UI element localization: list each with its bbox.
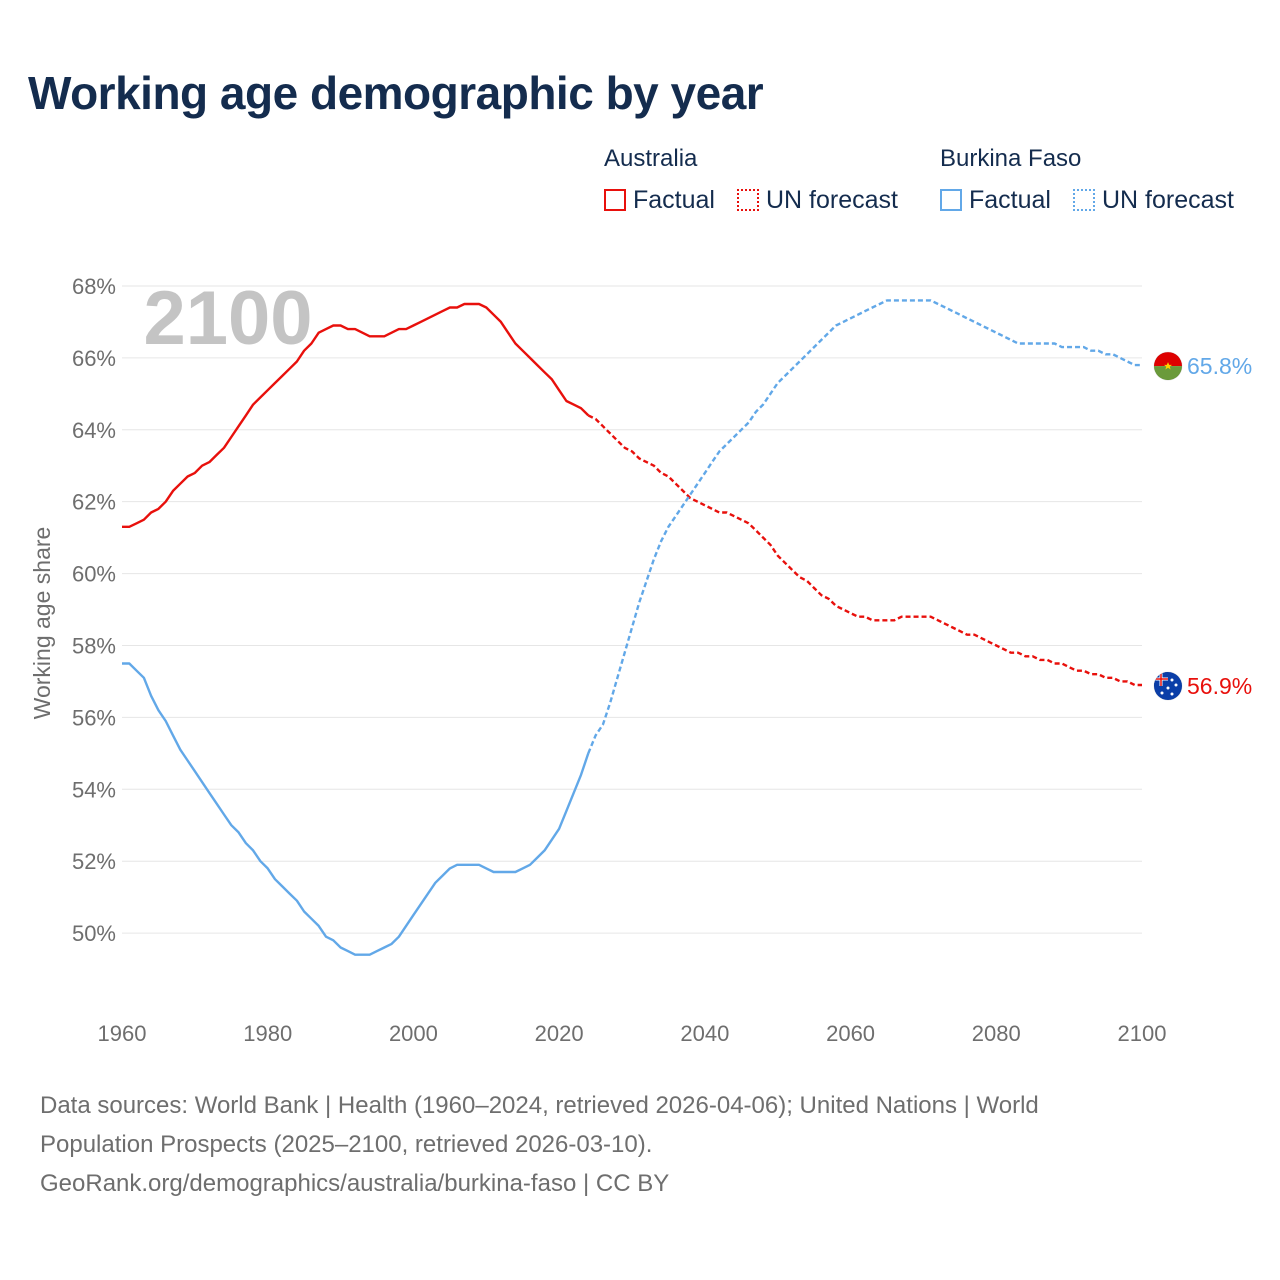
legend-group-burkina-faso: Burkina Faso (940, 145, 1082, 172)
series-end-markers: 56.9% 65.8% (1153, 351, 1252, 701)
legend-label: Factual (969, 185, 1051, 214)
burkina-faso-flag-icon (1153, 351, 1183, 381)
australia-end-value-label: 56.9% (1187, 673, 1252, 699)
footer-line[interactable]: GeoRank.org/demographics/australia/burki… (40, 1170, 670, 1197)
legend-burkina-faso-forecast[interactable]: UN forecast (1073, 186, 1234, 214)
x-tick-label: 2020 (535, 1021, 584, 1046)
burkina-faso-forecast-line (587, 299, 1142, 754)
y-tick-label: 52% (72, 849, 116, 874)
footer-line: Data sources: World Bank | Health (1960–… (40, 1092, 1039, 1119)
y-tick-label: 50% (72, 921, 116, 946)
x-axis-ticks: 1960 1980 2000 2020 2040 2060 2080 2100 (98, 1021, 1167, 1046)
y-tick-label: 60% (72, 562, 116, 587)
footer-line: Population Prospects (2025–2100, retriev… (40, 1131, 653, 1158)
legend-swatch-solid-blue (940, 189, 962, 211)
australia-flag-icon (1153, 671, 1183, 701)
footer-source: Data sources: World Bank | Health (1960–… (40, 1086, 1240, 1203)
year-watermark: 2100 (143, 276, 312, 361)
burkina-faso-factual-line (122, 662, 590, 956)
y-tick-label: 54% (72, 777, 116, 802)
line-chart: 2100 50% 52% 54% 56% 58% 60% 62% 64% 66% 68% 1960… (29, 274, 1252, 1046)
legend-label: Factual (633, 185, 715, 214)
x-tick-label: 1980 (243, 1021, 292, 1046)
y-tick-label: 64% (72, 418, 116, 443)
legend-burkina-faso-factual[interactable]: Factual (940, 186, 1051, 214)
y-tick-label: 66% (72, 346, 116, 371)
burkina-faso-end-value-label: 65.8% (1187, 353, 1252, 379)
y-axis-label: Working age share (29, 527, 55, 720)
legend-label: UN forecast (766, 185, 898, 214)
y-tick-label: 56% (72, 705, 116, 730)
legend-australia-forecast[interactable]: UN forecast (737, 186, 898, 214)
x-tick-label: 2000 (389, 1021, 438, 1046)
legend-group-australia: Australia (604, 145, 698, 172)
y-axis-ticks: 50% 52% 54% 56% 58% 60% 62% 64% 66% 68% (72, 274, 116, 946)
x-tick-label: 2060 (826, 1021, 875, 1046)
gridlines (122, 285, 1142, 934)
legend-swatch-dotted-blue (1073, 189, 1095, 211)
x-tick-label: 2040 (680, 1021, 729, 1046)
series-lines (122, 299, 1142, 956)
legend-swatch-solid-red (604, 189, 626, 211)
x-tick-label: 2100 (1118, 1021, 1167, 1046)
y-tick-label: 68% (72, 274, 116, 299)
y-tick-label: 58% (72, 633, 116, 658)
legend-swatch-dotted-red (737, 189, 759, 211)
legend-label: UN forecast (1102, 185, 1234, 214)
y-tick-label: 62% (72, 490, 116, 515)
chart-title: Working age demographic by year (28, 67, 764, 119)
x-tick-label: 1960 (98, 1021, 147, 1046)
australia-forecast-line (587, 414, 1142, 687)
australia-factual-line (122, 302, 590, 528)
legend-australia-factual[interactable]: Factual (604, 186, 715, 214)
x-tick-label: 2080 (972, 1021, 1021, 1046)
